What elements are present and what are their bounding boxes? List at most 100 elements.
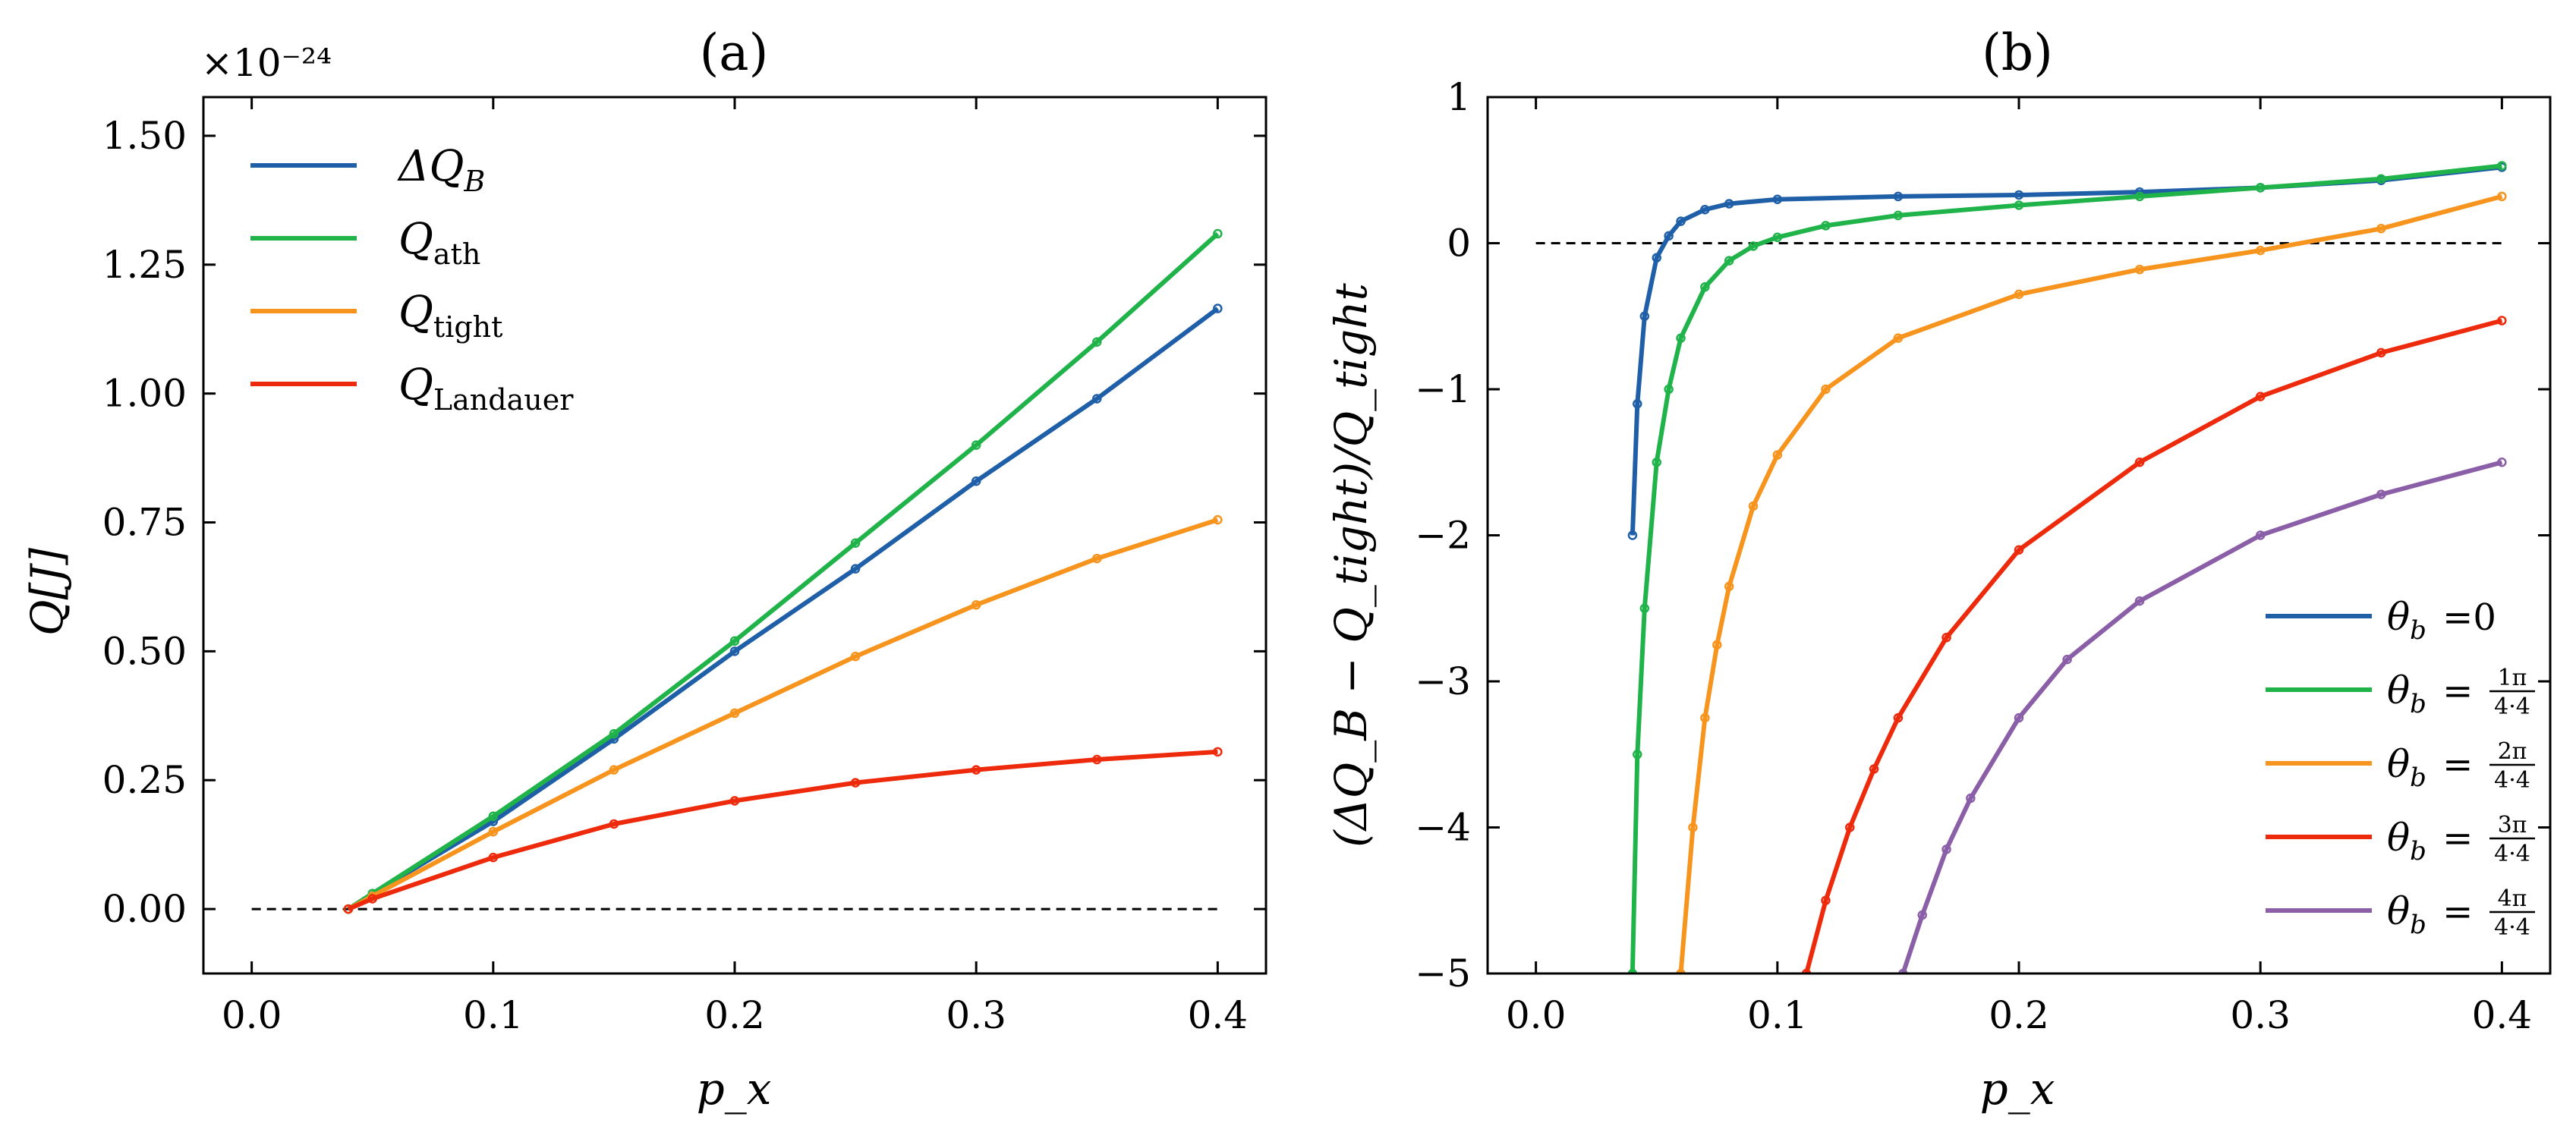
data-point [1898,968,1908,973]
y-tick-label: 1.50 [102,114,187,158]
data-point [1966,793,1976,804]
data-point [2255,392,2266,401]
x-tick-label: 0.4 [1188,993,1249,1037]
legend-frac-num: 4π [2498,885,2527,912]
data-point [488,826,499,837]
data-point [2014,200,2024,210]
data-point [2134,596,2145,606]
data-point [1941,633,1951,643]
panel-a-title: (a) [700,24,769,82]
panel-a-frame [202,96,1268,975]
series-line-1 [347,231,1220,911]
data-point [2497,191,2507,202]
data-point [1748,501,1759,511]
y-tick-label: 1.25 [102,243,187,287]
legend-frac-num: 2π [2498,738,2527,765]
y-tick-label: −3 [1415,659,1471,703]
y-tick-label: 1 [1447,75,1471,119]
y-tick-label: −4 [1415,806,1471,850]
series-line-2 [347,517,1219,911]
data-point [2134,458,2145,467]
data-point [2376,224,2386,234]
legend-label: θb = [2387,816,2473,867]
x-tick-label: 0.4 [2472,993,2533,1037]
y-tick-label: −1 [1415,367,1471,411]
data-point [1712,640,1722,650]
data-point [850,564,861,574]
data-point [729,796,740,806]
legend-label: θb = [2387,742,2473,793]
data-point [1652,253,1661,263]
data-point [2497,316,2507,326]
data-point [1092,553,1102,564]
panel-a-offset-text: ×10⁻²⁴ [201,41,332,85]
y-tick-label: 0 [1447,222,1471,266]
data-point [1893,712,1904,723]
panel-b-plot [1535,161,2507,973]
x-tick-label: 0.3 [2230,993,2291,1037]
y-tick-label: −5 [1415,951,1471,995]
panel-a-xlabel: p_x [697,1063,772,1115]
legend-frac-num: 3π [2498,812,2527,838]
data-point [1772,232,1783,243]
data-point [1213,228,1223,239]
y-tick-label: 0.00 [102,887,187,931]
data-point [2134,191,2145,202]
panel-b-legend: θb =0θb = 1π4·4θb = 2π4·4θb = 3π4·4θb = 4π4·… [2266,595,2535,941]
data-point [1700,204,1710,215]
legend-label: θb = [2387,668,2473,719]
series-line-2 [1678,194,2503,973]
legend-frac-num: 1π [2498,665,2527,691]
data-point [1941,844,1951,854]
y-tick-label: 0.50 [102,629,187,673]
legend-frac-den: 4·4 [2494,914,2530,941]
data-point [2134,264,2145,275]
data-point [1092,337,1102,347]
data-point [1772,194,1783,204]
data-point [2062,654,2072,665]
data-point [729,708,740,719]
series-line-3 [347,749,1218,911]
data-point [2376,489,2386,499]
panel-b-frame [1486,96,2552,975]
panel-b-xlabel: p_x [1980,1063,2055,1115]
panel-a-ylabel: Q[J] [21,548,73,636]
legend-label: QLandauer [398,360,574,417]
data-point [850,778,861,788]
data-point [1213,514,1223,525]
data-point [1893,333,1904,343]
data-point [971,440,981,450]
data-point [1917,910,1927,920]
panel-b: (b) p_x (ΔQ_B − Q_tight)/Q_tight 0.0 0.1 0… [1325,24,2552,1115]
data-point [1893,210,1904,221]
data-point [1821,384,1831,395]
x-tick-label: 0.3 [946,993,1006,1037]
data-point [729,646,740,656]
series-line-1 [1630,163,2502,973]
data-point [1688,822,1698,832]
data-point [1724,199,1734,209]
data-point [971,599,981,610]
data-point [1213,304,1223,313]
data-point [1772,450,1783,460]
y-tick-label: 0.75 [102,501,187,545]
data-point [1092,754,1102,765]
data-point [1652,458,1661,467]
data-point [729,636,740,646]
data-point [850,538,861,548]
data-point [2255,183,2266,193]
data-point [850,651,861,662]
data-point [1676,333,1686,343]
data-point [2255,530,2266,540]
data-point [1627,530,1638,540]
legend-label: θb = [2387,889,2473,940]
data-point [1092,394,1102,404]
data-point [1633,399,1642,409]
data-point [488,852,499,863]
series-layer [343,228,1223,914]
series-line-4 [1901,460,2503,973]
data-point [1845,822,1855,832]
x-tick-label: 0.0 [1506,993,1567,1037]
data-point [343,904,354,914]
